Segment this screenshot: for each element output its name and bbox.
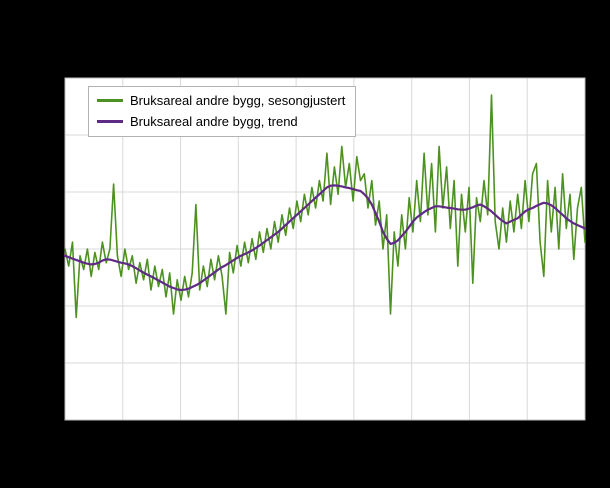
legend-swatch-trend-line (97, 120, 123, 123)
legend-label-trend: Bruksareal andre bygg, trend (130, 114, 298, 129)
legend-swatch-sesongjustert-line (97, 99, 123, 102)
series-line-trend (63, 184, 587, 292)
legend-item-sesongjustert: Bruksareal andre bygg, sesongjustert (97, 92, 345, 109)
legend-item-trend: Bruksareal andre bygg, trend (97, 113, 345, 130)
series-line-sesongjustert (64, 94, 586, 319)
series-lines (63, 94, 587, 319)
legend-label-sesongjustert: Bruksareal andre bygg, sesongjustert (130, 93, 346, 108)
legend: Bruksareal andre bygg, sesongjustert Bru… (88, 86, 357, 137)
